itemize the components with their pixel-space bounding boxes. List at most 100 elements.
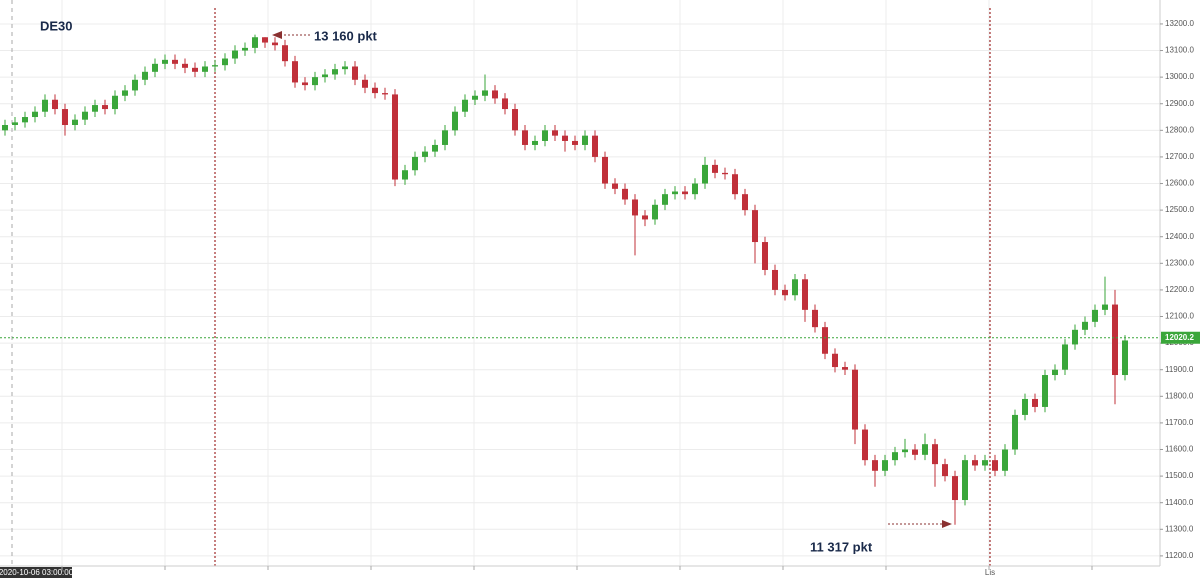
y-tick-label: 11900.0 [1165, 365, 1194, 374]
y-tick-label: 13200.0 [1165, 19, 1194, 28]
candle-body [112, 95, 118, 110]
y-tick-label: 13100.0 [1165, 46, 1194, 55]
candle-body [302, 82, 308, 86]
candle-body [2, 125, 8, 131]
candle-body [12, 122, 18, 126]
candle-body [342, 66, 348, 70]
candle-body [322, 74, 328, 78]
candle-body [1042, 375, 1048, 407]
candle-body [942, 464, 948, 477]
candle-body [212, 65, 218, 67]
candle-body [972, 460, 978, 466]
y-tick-label: 11700.0 [1165, 418, 1194, 427]
candle-body [1122, 340, 1128, 376]
candle-body [652, 204, 658, 220]
candle-body [62, 109, 68, 126]
candle-body [202, 66, 208, 72]
candle-body [442, 130, 448, 145]
candle-body [592, 135, 598, 157]
candles [2, 34, 1128, 525]
candle-body [922, 444, 928, 455]
candle-body [232, 50, 238, 59]
candle-body [1052, 369, 1058, 376]
candle-body [832, 353, 838, 368]
candle-body [622, 188, 628, 200]
candle-body [102, 105, 108, 110]
candle-body [1072, 329, 1078, 345]
candle-body [1082, 321, 1088, 330]
candle-body [1012, 414, 1018, 450]
candle-body [262, 37, 268, 43]
candle-body [32, 111, 38, 118]
candle-body [52, 99, 58, 110]
y-tick-label: 12600.0 [1165, 179, 1194, 188]
annotation-arrowhead [942, 520, 952, 528]
candle-body [242, 47, 248, 51]
y-tick-label: 11300.0 [1165, 524, 1194, 533]
annotation: 13 160 pkt [314, 28, 378, 43]
candle-body [492, 90, 498, 99]
candle-body [992, 460, 998, 471]
candle-body [932, 444, 938, 465]
chart-title: DE30 [40, 18, 73, 33]
candle-body [852, 369, 858, 430]
candle-body [282, 45, 288, 62]
candle-body [532, 140, 538, 145]
candle-body [912, 449, 918, 455]
y-tick-label: 12100.0 [1165, 312, 1194, 321]
candle-body [882, 460, 888, 471]
candle-body [602, 156, 608, 184]
y-tick-label: 13000.0 [1165, 72, 1194, 81]
candle-body [752, 210, 758, 243]
candle-body [22, 117, 28, 123]
candle-body [712, 164, 718, 173]
y-tick-label: 12900.0 [1165, 99, 1194, 108]
candle-body [742, 194, 748, 211]
y-tick-label: 12200.0 [1165, 285, 1194, 294]
candle-body [462, 99, 468, 112]
candle-body [82, 111, 88, 120]
y-tick-label: 11200.0 [1165, 551, 1194, 560]
y-tick-label: 11600.0 [1165, 445, 1194, 454]
candle-body [312, 77, 318, 86]
x-axis-panel [0, 566, 1160, 578]
candle-body [722, 172, 728, 175]
candle-body [372, 87, 378, 94]
candle-body [122, 90, 128, 96]
candle-body [732, 174, 738, 195]
y-axis-panel [1160, 0, 1200, 578]
candle-body [772, 269, 778, 290]
candle-body [142, 71, 148, 80]
candle-body [952, 476, 958, 501]
candle-body [392, 94, 398, 180]
annotation: 11 317 pkt [810, 539, 873, 554]
candle-body [352, 66, 358, 80]
candle-body [1102, 304, 1108, 310]
annotation-arrowhead [272, 31, 282, 39]
candle-body [612, 183, 618, 189]
y-tick-label: 11500.0 [1165, 471, 1194, 480]
candle-body [702, 164, 708, 184]
candle-body [162, 59, 168, 64]
candle-body [452, 111, 458, 131]
candle-body [862, 429, 868, 461]
candle-body [432, 144, 438, 152]
candle-body [822, 327, 828, 354]
candle-body [402, 170, 408, 180]
candle-body [132, 79, 138, 91]
candle-body [472, 95, 478, 100]
candle-body [682, 191, 688, 195]
candle-body [812, 309, 818, 328]
candle-body [172, 59, 178, 64]
y-tick-label: 11800.0 [1165, 391, 1194, 400]
candle-body [572, 140, 578, 145]
candle-body [1032, 398, 1038, 407]
candle-body [522, 130, 528, 145]
candle-body [792, 279, 798, 296]
last-price-label: 12020.2 [1165, 333, 1194, 342]
y-tick-label: 11400.0 [1165, 498, 1194, 507]
candle-body [662, 194, 668, 205]
